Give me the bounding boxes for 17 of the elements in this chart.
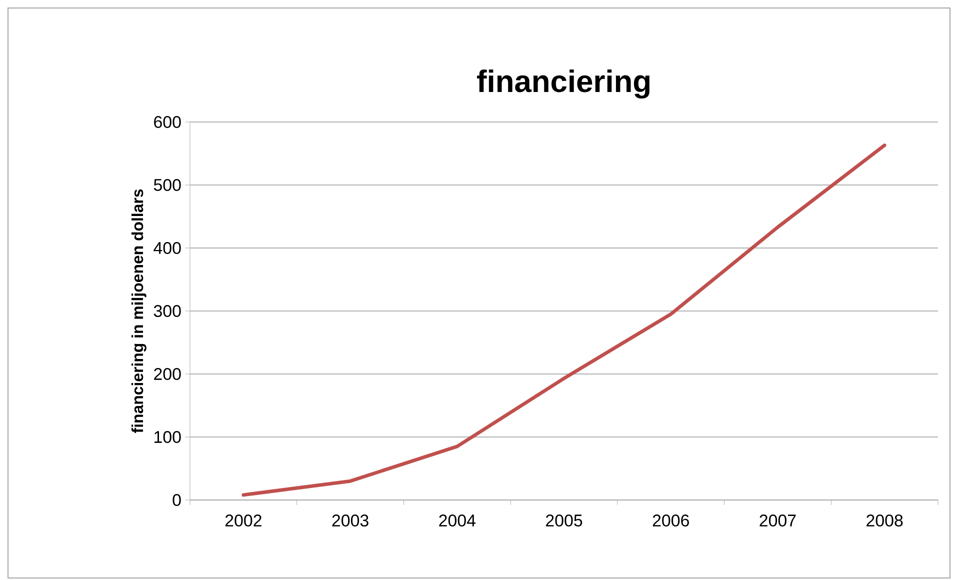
y-tick-label: 500 xyxy=(154,178,181,191)
x-tick-label: 2006 xyxy=(652,514,689,526)
x-tick-label: 2007 xyxy=(760,514,796,526)
x-tick-label: 2004 xyxy=(439,514,476,526)
x-tick-label: 2003 xyxy=(332,514,368,526)
x-tick-label: 2005 xyxy=(546,514,582,526)
y-tick-label: 600 xyxy=(154,116,181,128)
x-tick-label: 2008 xyxy=(866,514,903,526)
y-tick-label: 400 xyxy=(154,242,181,254)
y-tick-label: 0 xyxy=(172,494,181,506)
y-tick-label: 200 xyxy=(154,368,181,380)
line-series xyxy=(242,144,886,497)
y-tick-label: 100 xyxy=(154,430,181,443)
chart-title: financiering xyxy=(477,70,650,98)
y-tick-label: 300 xyxy=(154,304,181,317)
x-tick-label: 2002 xyxy=(225,514,262,526)
y-axis-title: financiering in miljoenen dollars xyxy=(131,189,146,433)
